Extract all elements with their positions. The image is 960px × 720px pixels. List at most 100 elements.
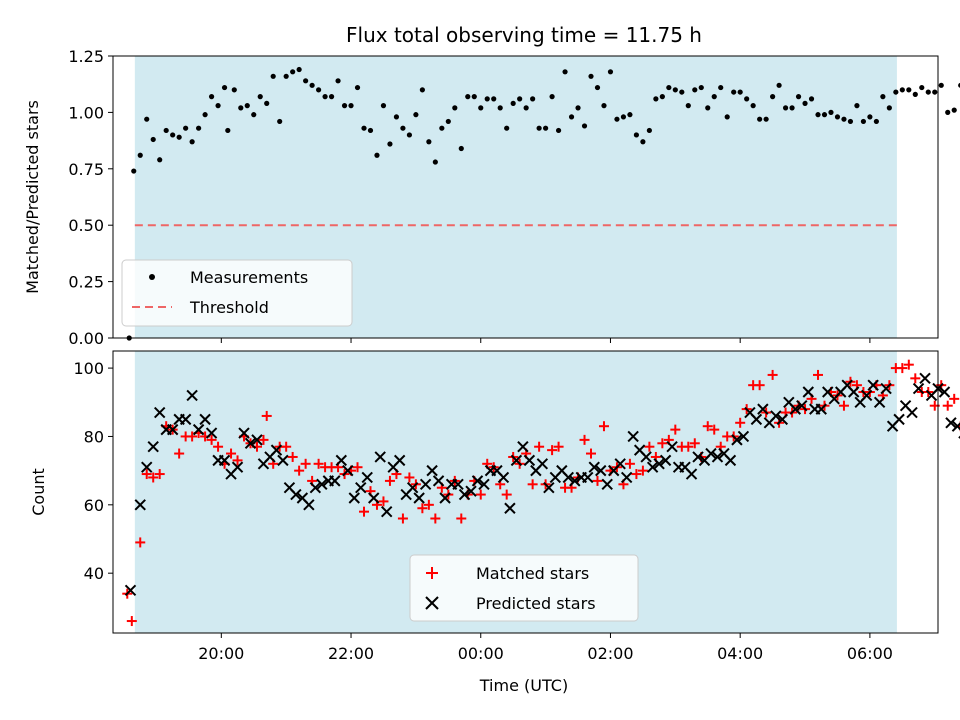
matched-star-point xyxy=(226,448,237,459)
measurement-point xyxy=(517,96,523,102)
matched-star-point xyxy=(702,421,713,432)
matched-star-point xyxy=(949,393,960,404)
predicted-star-point xyxy=(380,505,393,518)
measurement-point xyxy=(562,69,568,75)
predicted-star-point xyxy=(231,461,244,473)
predicted-star-point xyxy=(134,499,146,511)
measurement-point xyxy=(731,89,737,95)
measurement-point xyxy=(932,89,938,95)
matched-star-point xyxy=(287,451,298,462)
measurement-point xyxy=(737,89,743,95)
measurement-point xyxy=(912,91,918,97)
predicted-star-point xyxy=(919,372,931,385)
x-axis-label: Time (UTC) xyxy=(479,676,568,695)
measurement-point xyxy=(789,105,795,111)
measurement-point xyxy=(536,125,542,131)
predicted-star-point xyxy=(517,441,529,453)
predicted-star-point xyxy=(368,492,380,504)
measurement-point xyxy=(692,87,698,93)
measurement-point xyxy=(183,125,189,131)
bottom-y-axis-label: Count xyxy=(29,468,48,516)
bottom-legend: Matched stars Predicted stars xyxy=(409,554,639,622)
top-legend: Measurements Threshold xyxy=(121,259,353,327)
measurement-point xyxy=(763,116,769,122)
matched-star-point xyxy=(154,469,165,480)
x-tick-label: 04:00 xyxy=(717,644,763,663)
predicted-star-point xyxy=(659,454,672,467)
predicted-star-point xyxy=(147,441,159,453)
matched-star-point xyxy=(624,458,635,469)
measurement-point xyxy=(815,112,821,118)
matched-star-point xyxy=(135,537,146,548)
measurement-point xyxy=(150,136,156,143)
predicted-star-point xyxy=(186,389,198,402)
predicted-star-point xyxy=(724,454,737,467)
matched-star-point xyxy=(838,400,849,411)
measurement-point xyxy=(277,118,283,125)
matched-star-point xyxy=(187,431,198,442)
matched-star-point xyxy=(598,421,609,432)
chart-title: Flux total observing time = 11.75 h xyxy=(346,23,702,47)
bottom-panel-frame xyxy=(112,350,939,634)
predicted-star-point xyxy=(595,464,607,477)
measurement-point xyxy=(157,157,163,163)
y-tick-label: 100 xyxy=(73,359,104,378)
matched-star-point xyxy=(475,489,486,500)
predicted-star-point xyxy=(705,447,717,460)
measurement-point xyxy=(328,94,335,100)
matched-star-point xyxy=(126,616,137,627)
predicted-star-point xyxy=(523,454,536,467)
measurement-point xyxy=(290,69,296,75)
measurement-point xyxy=(744,96,750,102)
measurement-point xyxy=(131,168,137,174)
measurement-point xyxy=(640,139,646,145)
predicted-star-point xyxy=(893,413,905,426)
y-tick-label: 1.25 xyxy=(68,47,104,66)
predicted-star-point xyxy=(536,458,549,470)
measurement-point xyxy=(705,105,711,111)
top-y-axis: 0.00 0.25 0.50 0.75 1.00 1.25 xyxy=(68,47,113,348)
measurement-point xyxy=(698,84,704,91)
predicted-star-point xyxy=(731,434,743,446)
predicted-star-point xyxy=(361,471,373,484)
measurement-point xyxy=(478,105,484,111)
legend-marker-measurements xyxy=(149,274,155,280)
measurement-point xyxy=(144,116,150,122)
bottom-y-axis: 40 60 80 100 xyxy=(73,359,113,583)
y-tick-label: 1.00 xyxy=(68,103,104,122)
predicted-star-point xyxy=(757,403,769,415)
predicted-star-point xyxy=(393,454,406,467)
predicted-star-point xyxy=(406,482,419,494)
measurement-point xyxy=(873,118,879,125)
matched-star-point xyxy=(213,441,224,452)
measurement-point xyxy=(400,125,406,131)
matched-star-point xyxy=(404,472,415,483)
predicted-star-point xyxy=(588,461,600,473)
matched-star-point xyxy=(430,513,441,524)
measurement-point xyxy=(633,132,640,138)
measurement-point xyxy=(335,78,341,84)
measurement-point xyxy=(906,87,912,93)
y-tick-label: 0.00 xyxy=(68,329,104,348)
predicted-star-point xyxy=(205,427,218,439)
matched-star-point xyxy=(206,434,217,445)
measurement-point xyxy=(137,152,143,158)
measurement-point xyxy=(264,100,270,106)
measurement-point xyxy=(880,94,886,100)
predicted-star-point xyxy=(218,454,231,467)
predicted-star-point xyxy=(335,454,348,467)
measurement-point xyxy=(170,132,176,138)
matched-star-point xyxy=(384,475,395,486)
predicted-star-point xyxy=(329,475,341,487)
measurement-point xyxy=(196,125,202,131)
predicted-star-point xyxy=(569,475,581,487)
matched-star-point xyxy=(547,445,558,456)
measurement-point xyxy=(504,125,510,131)
measurement-point xyxy=(530,96,536,102)
measurement-point xyxy=(452,105,458,111)
predicted-star-point xyxy=(945,417,957,429)
matched-star-point xyxy=(294,465,305,476)
measurement-point xyxy=(711,94,717,100)
predicted-star-point xyxy=(251,434,263,446)
legend-label-predicted: Predicted stars xyxy=(476,594,596,613)
